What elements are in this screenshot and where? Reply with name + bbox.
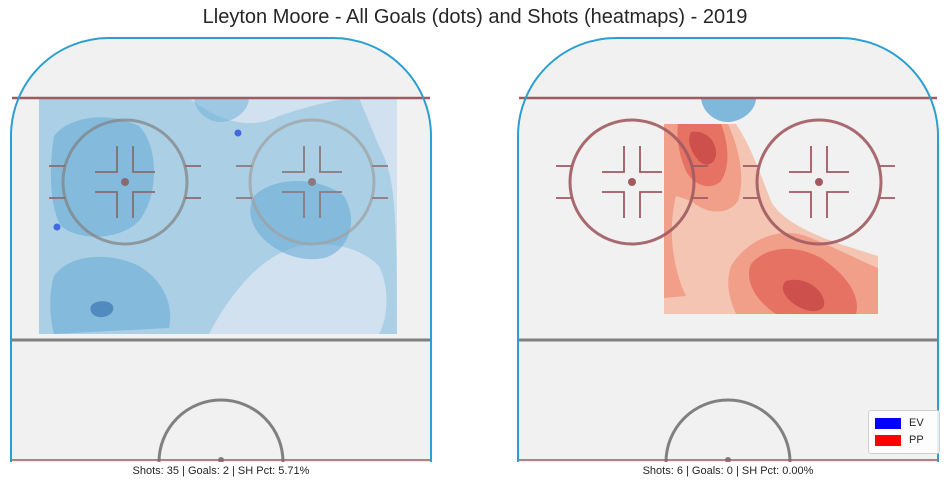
ev-panel [9, 36, 433, 462]
left-faceoff-circle [61, 118, 189, 246]
chart-title: Lleyton Moore - All Goals (dots) and Sho… [202, 6, 748, 28]
right-faceoff-dot [815, 178, 823, 186]
ev-goal-points [53, 129, 242, 231]
pp-rink [517, 37, 939, 462]
right-faceoff-circle [248, 118, 376, 246]
boards [10, 37, 432, 462]
center-circle [157, 398, 285, 462]
right-faceoff-dot [308, 178, 316, 186]
heatmap-level-3 [50, 117, 154, 237]
boards [517, 37, 939, 462]
heatmap-level-top [194, 98, 249, 122]
right-faceoff-hashes [743, 146, 895, 218]
left-faceoff-hashes [49, 146, 201, 218]
ev-stats-caption: Shots: 35 | Goals: 2 | SH Pct: 5.71% [132, 465, 310, 477]
heatmap-level-top [701, 98, 756, 122]
left-faceoff-circle [568, 118, 696, 246]
heatmap-level-4 [689, 131, 717, 165]
pp-panel [516, 36, 940, 462]
heatmap-level-4b [782, 279, 825, 312]
ev-heatmap [39, 98, 397, 334]
left-faceoff-dot [121, 178, 129, 186]
heatmap-level-3c [50, 256, 171, 334]
right-faceoff-circle [755, 118, 883, 246]
legend-swatch-pp [875, 435, 901, 446]
center-circle [664, 398, 792, 462]
legend-swatch-ev [875, 418, 901, 429]
ev-rink [10, 37, 432, 462]
heatmap-level-4 [90, 301, 114, 318]
right-faceoff-hashes [236, 146, 388, 218]
goal-point [53, 223, 61, 231]
legend-label-ev: EV [909, 417, 924, 429]
goal-point [234, 129, 242, 137]
legend-label-pp: PP [909, 434, 924, 446]
left-faceoff-hashes [556, 146, 708, 218]
left-faceoff-dot [628, 178, 636, 186]
legend: EV PP [868, 410, 940, 454]
pp-stats-caption: Shots: 6 | Goals: 0 | SH Pct: 0.00% [642, 465, 814, 477]
heatmap-level-3b [250, 181, 352, 260]
